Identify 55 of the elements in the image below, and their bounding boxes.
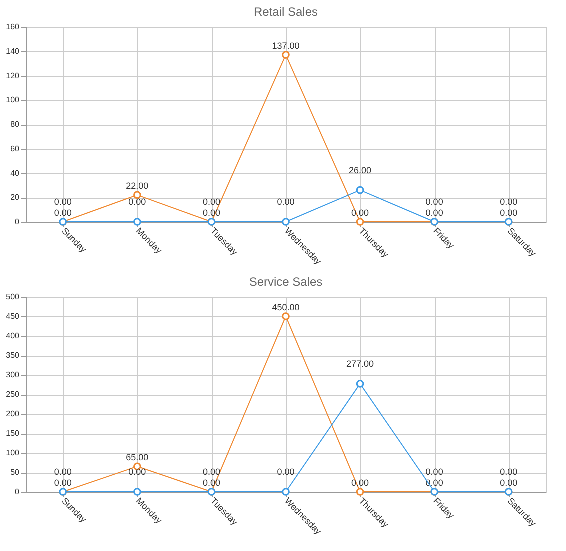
data-label: 0.00: [54, 197, 72, 207]
data-label: 0.00: [54, 208, 72, 218]
data-label: 277.00: [346, 358, 374, 369]
point: [282, 51, 290, 59]
y-tick-label: 150: [6, 429, 20, 438]
data-label: 65.00: [126, 452, 149, 463]
y-tick-label: 140: [6, 46, 20, 56]
y-tick-label: 400: [6, 332, 20, 340]
data-label: 0.00: [202, 467, 220, 477]
y-tick-label: 100: [6, 96, 20, 105]
point: [356, 218, 364, 226]
y-tick-label: 350: [6, 351, 20, 360]
y-tick-label: 50: [10, 468, 20, 477]
data-label: 0.00: [500, 197, 518, 207]
data-label: 0.00: [500, 208, 518, 218]
data-label: 0.00: [426, 467, 444, 477]
chart-title: Retail Sales: [254, 5, 318, 19]
data-label: 0.00: [277, 467, 295, 477]
y-tick-label: 60: [10, 144, 20, 154]
y-tick-label: 200: [6, 410, 20, 418]
data-label: 0.00: [202, 197, 220, 207]
y-tick-label: 40: [10, 168, 20, 178]
point: [282, 218, 290, 226]
y-tick-label: 450: [6, 312, 20, 321]
data-label: 26.00: [349, 165, 372, 176]
y-tick-label: 250: [6, 390, 20, 399]
data-label: 450.00: [272, 302, 300, 312]
point: [134, 218, 142, 226]
data-label: 0.00: [54, 478, 72, 488]
point: [356, 186, 364, 194]
y-tick-label: 80: [10, 120, 20, 129]
y-tick-label: 160: [6, 22, 20, 32]
point: [282, 312, 290, 320]
data-label: 0.00: [128, 467, 146, 477]
y-tick-label: 300: [6, 370, 20, 380]
point: [134, 488, 142, 496]
data-label: 0.00: [426, 208, 444, 218]
y-tick-label: 120: [6, 71, 20, 80]
data-label: 0.00: [426, 197, 444, 207]
point: [282, 488, 290, 496]
data-label: 22.00: [126, 181, 149, 192]
point: [356, 380, 364, 388]
y-tick-label: 0: [15, 218, 20, 226]
y-tick-label: 20: [10, 193, 20, 202]
data-label: 137.00: [272, 41, 300, 52]
y-tick-label: 100: [6, 448, 20, 458]
data-label: 0.00: [500, 467, 518, 477]
point: [356, 488, 364, 496]
chart-title: Service Sales: [249, 275, 323, 289]
y-tick-label: 0: [15, 488, 20, 496]
data-label: 0.00: [128, 197, 146, 207]
data-label: 0.00: [500, 478, 518, 488]
y-tick-label: 500: [6, 292, 20, 302]
data-label: 0.00: [54, 467, 72, 477]
data-label: 0.00: [277, 197, 295, 207]
